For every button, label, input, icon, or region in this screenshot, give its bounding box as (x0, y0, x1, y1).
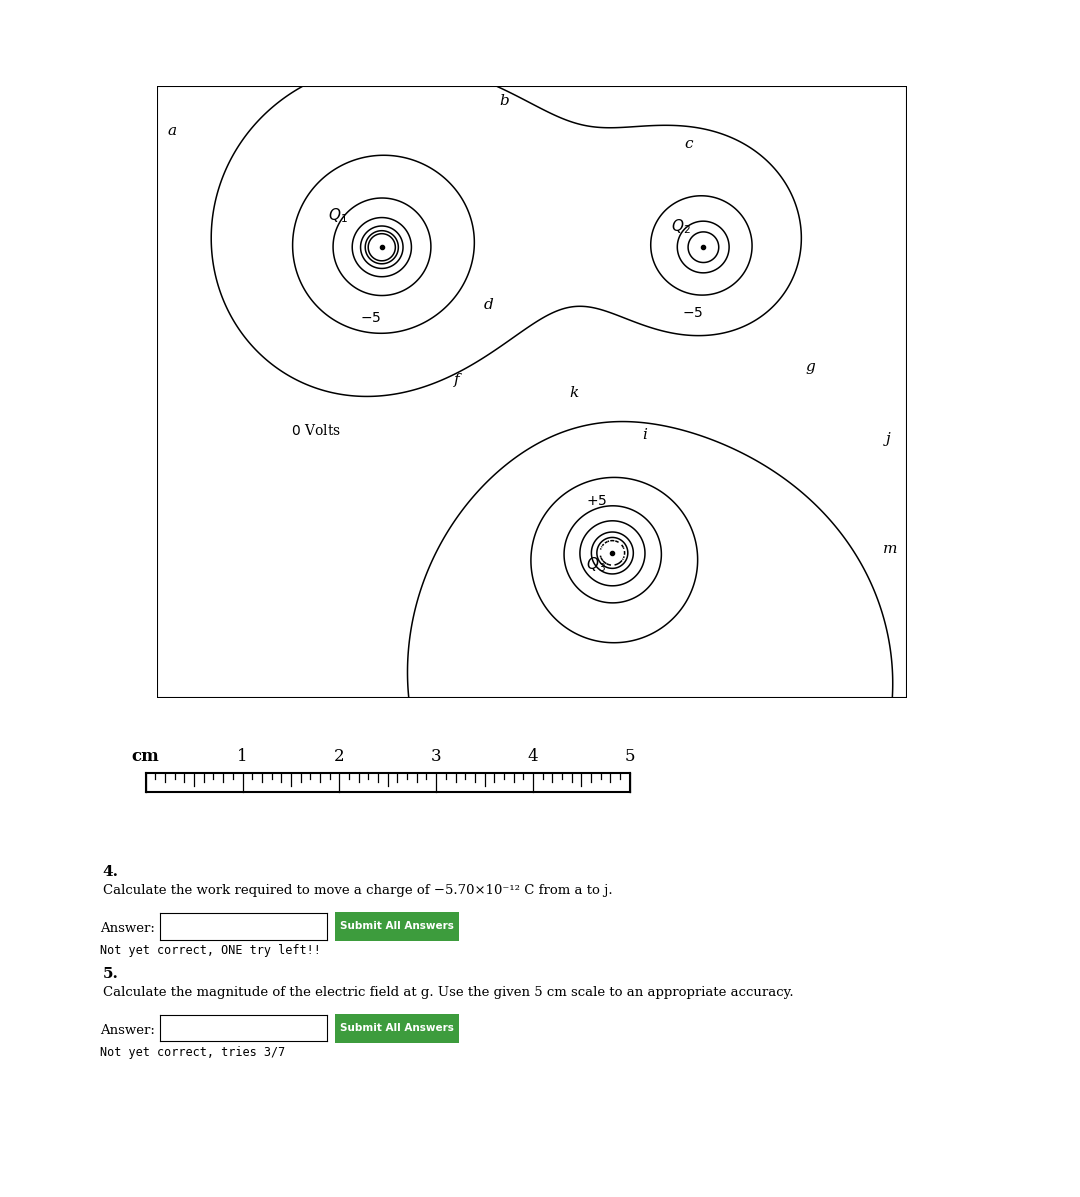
Text: Submit All Answers: Submit All Answers (340, 922, 454, 931)
Text: f: f (455, 373, 460, 387)
Text: cm: cm (131, 748, 159, 765)
Text: $-5$: $-5$ (683, 306, 703, 320)
Text: Answer:: Answer: (100, 1025, 156, 1037)
Text: 4: 4 (528, 748, 538, 765)
Text: $Q_1$: $Q_1$ (328, 206, 348, 225)
Text: k: k (569, 387, 579, 400)
Text: Not yet correct, ONE try left!!: Not yet correct, ONE try left!! (100, 944, 322, 958)
Text: a: a (167, 123, 176, 138)
Text: $Q_3$: $Q_3$ (585, 555, 606, 573)
Text: 1: 1 (238, 748, 247, 765)
Text: g: g (806, 359, 815, 373)
Text: $+5$: $+5$ (585, 493, 607, 508)
Text: i: i (642, 429, 647, 442)
Text: $0$ Volts: $0$ Volts (291, 423, 340, 438)
Text: m: m (883, 542, 897, 555)
Text: Calculate the work required to move a charge of −5.70×10⁻¹² C from a to j.: Calculate the work required to move a ch… (103, 885, 612, 898)
Text: Answer:: Answer: (100, 923, 156, 935)
Text: 5.: 5. (103, 967, 119, 982)
Text: 3: 3 (431, 748, 442, 765)
Text: $-5$: $-5$ (361, 311, 381, 326)
Text: j: j (886, 432, 891, 446)
Text: 2: 2 (334, 748, 345, 765)
Text: 5: 5 (624, 748, 635, 765)
Text: d: d (484, 298, 494, 312)
Text: Submit All Answers: Submit All Answers (340, 1023, 454, 1033)
Text: b: b (500, 95, 510, 108)
Text: 4.: 4. (103, 865, 119, 880)
Text: Not yet correct, tries 3/7: Not yet correct, tries 3/7 (100, 1046, 286, 1059)
Text: $Q_2$: $Q_2$ (672, 217, 691, 236)
Text: Calculate the magnitude of the electric field at g. Use the given 5 cm scale to : Calculate the magnitude of the electric … (103, 986, 793, 999)
Text: c: c (685, 138, 693, 151)
